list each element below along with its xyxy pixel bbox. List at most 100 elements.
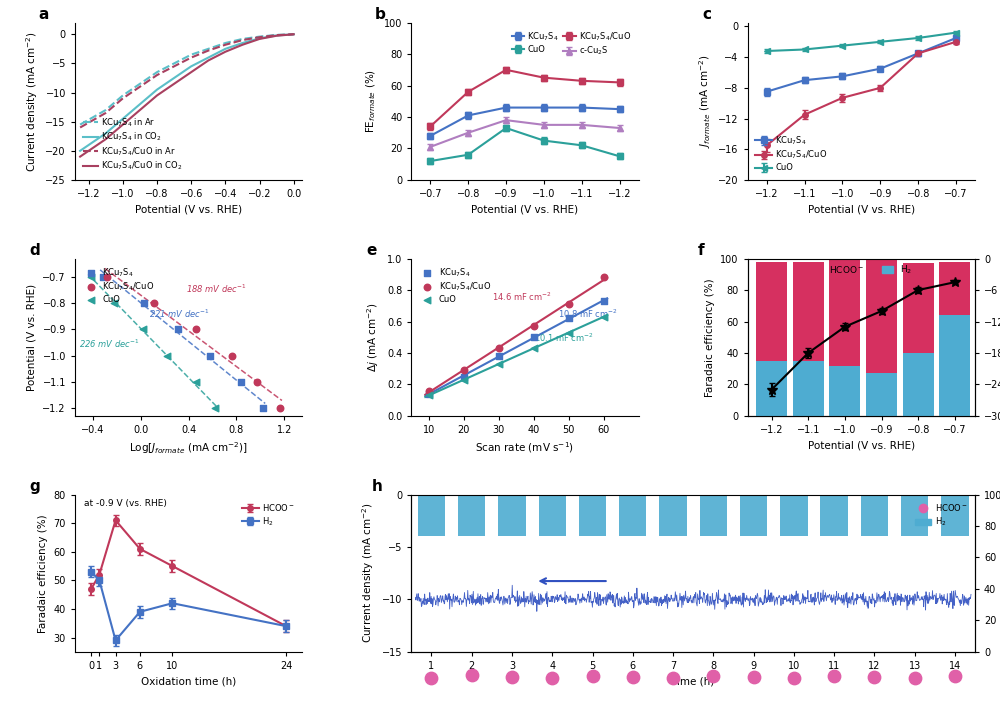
KCu$_7$S$_4$/CuO in Ar: [202, 47, 214, 55]
Point: [423, 672, 439, 684]
Point: [746, 672, 762, 683]
CuO: [421, 390, 437, 401]
Bar: [659, 495, 687, 537]
KCu$_7$S$_4$/CuO in Ar: [134, 83, 146, 91]
KCu$_7$S$_4$ in CO$_2$: [219, 45, 231, 53]
Bar: [903, 353, 934, 416]
Line: KCu$_7$S$_4$ in Ar: KCu$_7$S$_4$ in Ar: [80, 34, 294, 124]
Text: d: d: [30, 243, 40, 259]
Bar: [619, 495, 646, 537]
KCu$_7$S$_4$: [491, 351, 507, 362]
Point: [665, 672, 681, 684]
KCu$_7$S$_4$/CuO: [526, 320, 542, 332]
Bar: [829, 260, 860, 366]
KCu$_7$S$_4$ in CO$_2$: [74, 146, 86, 155]
Text: e: e: [366, 243, 376, 259]
KCu$_7$S$_4$/CuO in CO$_2$: [185, 68, 197, 76]
Bar: [903, 263, 934, 353]
Bar: [700, 495, 727, 537]
KCu$_7$S$_4$/CuO in Ar: [254, 33, 266, 42]
X-axis label: Log[$J_{formate}$ (mA cm$^{-2}$)]: Log[$J_{formate}$ (mA cm$^{-2}$)]: [129, 440, 248, 456]
KCu$_7$S$_4$: [561, 312, 577, 324]
Point: [504, 672, 520, 683]
KCu$_7$S$_4$ in Ar: [288, 30, 300, 38]
Text: 10.8 mF cm$^{-2}$: 10.8 mF cm$^{-2}$: [558, 308, 618, 320]
KCu$_7$S$_4$ in CO$_2$: [134, 100, 146, 108]
KCu$_7$S$_4$ in Ar: [151, 68, 163, 76]
Bar: [866, 373, 897, 416]
KCu$_7$S$_4$: [233, 376, 249, 387]
Point: [625, 672, 641, 683]
Legend: KCu$_7$S$_4$ in Ar, KCu$_7$S$_4$ in CO$_2$, KCu$_7$S$_4$/CuO in Ar, KCu$_7$S$_4$: KCu$_7$S$_4$ in Ar, KCu$_7$S$_4$ in CO$_…: [79, 113, 185, 176]
KCu$_7$S$_4$/CuO in Ar: [271, 31, 283, 40]
KCu$_7$S$_4$/CuO in CO$_2$: [271, 32, 283, 40]
KCu$_7$S$_4$/CuO in Ar: [219, 40, 231, 49]
CuO: [456, 374, 472, 385]
KCu$_7$S$_4$ in CO$_2$: [254, 34, 266, 42]
Point: [464, 670, 480, 681]
KCu$_7$S$_4$/CuO in Ar: [74, 123, 86, 132]
Legend: HCOO$^-$, H$_2$: HCOO$^-$, H$_2$: [239, 498, 298, 531]
Bar: [756, 262, 787, 361]
KCu$_7$S$_4$ in CO$_2$: [100, 129, 112, 138]
CuO: [83, 271, 99, 283]
KCu$_7$S$_4$/CuO: [272, 402, 288, 414]
Legend: KCu$_7$S$_4$, KCu$_7$S$_4$/CuO, CuO: KCu$_7$S$_4$, KCu$_7$S$_4$/CuO, CuO: [752, 131, 831, 176]
Text: f: f: [698, 243, 704, 259]
KCu$_7$S$_4$ in CO$_2$: [236, 39, 248, 47]
X-axis label: Potential (V vs. RHE): Potential (V vs. RHE): [471, 204, 579, 214]
KCu$_7$S$_4$/CuO in CO$_2$: [202, 57, 214, 65]
KCu$_7$S$_4$ in Ar: [202, 45, 214, 53]
Text: 188 mV dec$^{-1}$: 188 mV dec$^{-1}$: [186, 283, 247, 296]
CuO: [207, 402, 223, 414]
Bar: [793, 361, 824, 416]
Point: [585, 670, 601, 682]
Bar: [939, 315, 970, 416]
Bar: [829, 366, 860, 416]
KCu$_7$S$_4$: [421, 388, 437, 399]
Y-axis label: $\Delta j$ (mA cm$^{-2}$): $\Delta j$ (mA cm$^{-2}$): [366, 303, 381, 372]
KCu$_7$S$_4$ in Ar: [100, 106, 112, 115]
Bar: [793, 262, 824, 361]
Bar: [458, 495, 485, 537]
Bar: [740, 495, 767, 537]
CuO: [188, 376, 204, 387]
Point: [907, 672, 923, 684]
Bar: [941, 495, 969, 537]
KCu$_7$S$_4$/CuO: [188, 324, 204, 335]
Text: 221 mV dec$^{-1}$: 221 mV dec$^{-1}$: [149, 307, 210, 320]
Text: 226 mV dec$^{-1}$: 226 mV dec$^{-1}$: [79, 337, 139, 350]
Bar: [820, 495, 848, 537]
KCu$_7$S$_4$/CuO in Ar: [168, 62, 180, 71]
X-axis label: Oxidation time (h): Oxidation time (h): [141, 677, 236, 686]
Line: KCu$_7$S$_4$/CuO in Ar: KCu$_7$S$_4$/CuO in Ar: [80, 34, 294, 127]
Text: 10.1 mF cm$^{-2}$: 10.1 mF cm$^{-2}$: [534, 332, 594, 344]
Text: 14.6 mF cm$^{-2}$: 14.6 mF cm$^{-2}$: [492, 291, 552, 303]
CuO: [526, 343, 542, 354]
KCu$_7$S$_4$/CuO in CO$_2$: [134, 106, 146, 115]
Bar: [901, 495, 928, 537]
CuO: [106, 298, 122, 309]
X-axis label: Time (h): Time (h): [672, 677, 715, 686]
Line: KCu$_7$S$_4$/CuO in CO$_2$: KCu$_7$S$_4$/CuO in CO$_2$: [80, 34, 294, 157]
KCu$_7$S$_4$ in Ar: [168, 59, 180, 68]
Point: [866, 672, 882, 683]
Y-axis label: Faradaic efficiency (%): Faradaic efficiency (%): [705, 278, 715, 397]
KCu$_7$S$_4$/CuO in CO$_2$: [100, 135, 112, 144]
KCu$_7$S$_4$ in Ar: [134, 80, 146, 88]
KCu$_7$S$_4$/CuO: [561, 298, 577, 310]
KCu$_7$S$_4$: [526, 332, 542, 343]
Bar: [861, 495, 888, 537]
KCu$_7$S$_4$/CuO: [421, 385, 437, 397]
Text: h: h: [372, 479, 383, 494]
KCu$_7$S$_4$/CuO: [99, 271, 115, 283]
KCu$_7$S$_4$: [255, 402, 271, 414]
KCu$_7$S$_4$/CuO in CO$_2$: [288, 30, 300, 38]
Bar: [418, 495, 445, 537]
KCu$_7$S$_4$ in Ar: [236, 35, 248, 43]
KCu$_7$S$_4$ in Ar: [74, 120, 86, 129]
CuO: [159, 350, 175, 361]
KCu$_7$S$_4$/CuO: [146, 298, 162, 309]
KCu$_7$S$_4$ in CO$_2$: [288, 30, 300, 38]
Bar: [498, 495, 526, 537]
